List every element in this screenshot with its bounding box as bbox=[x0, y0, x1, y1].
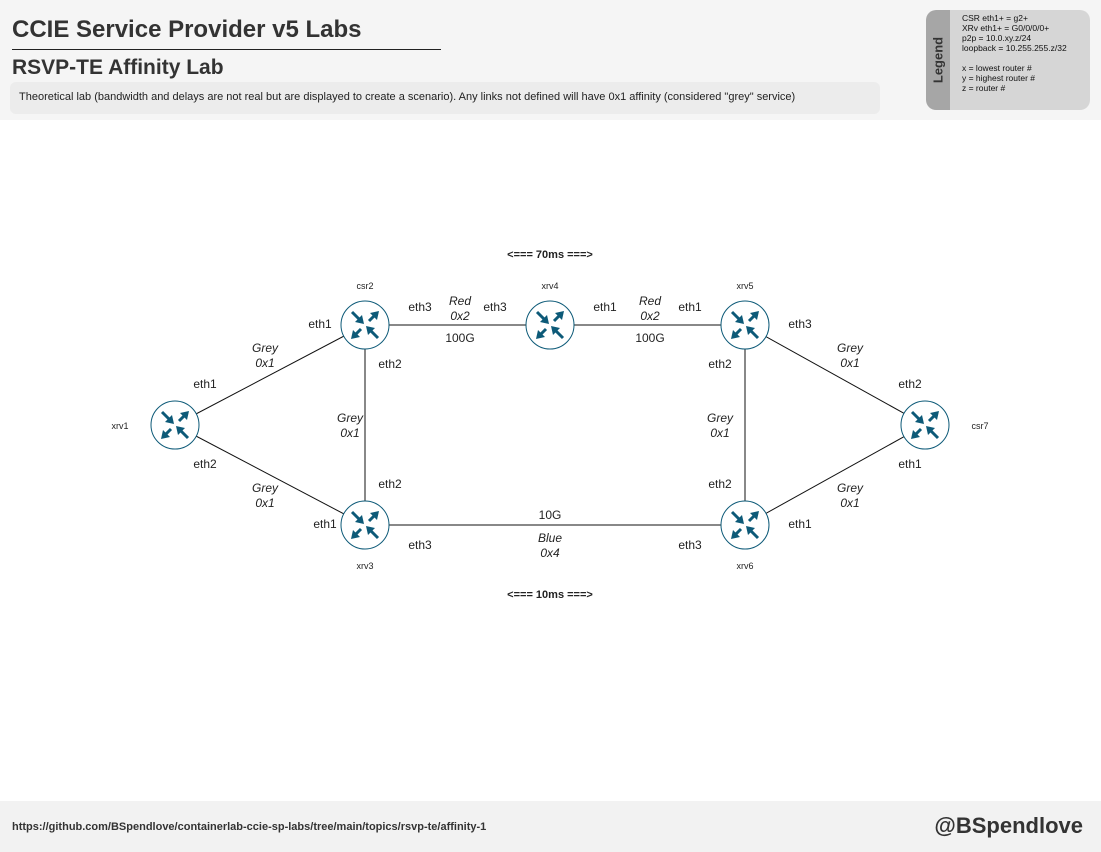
interface-label: eth1 bbox=[313, 517, 337, 531]
page-title: CCIE Service Provider v5 Labs bbox=[12, 16, 362, 43]
interface-label: eth3 bbox=[408, 538, 432, 552]
link-color-label: Grey bbox=[707, 411, 734, 425]
legend-line: loopback = 10.255.255.z/32 bbox=[962, 43, 1067, 53]
interface-label: eth2 bbox=[708, 357, 732, 371]
interface-label: eth1 bbox=[788, 517, 812, 531]
interface-label: eth2 bbox=[898, 377, 922, 391]
legend-line: p2p = 10.0.xy.z/24 bbox=[962, 33, 1032, 43]
interface-label: eth2 bbox=[378, 477, 402, 491]
router-icon bbox=[720, 500, 770, 550]
link-color-label: Grey bbox=[252, 481, 279, 495]
legend-box: Legend CSR eth1+ = g2+ XRv eth1+ = G0/0/… bbox=[926, 10, 1090, 110]
author-handle: @BSpendlove bbox=[934, 813, 1083, 838]
link-color-label: Grey bbox=[837, 481, 864, 495]
interface-label: eth3 bbox=[408, 300, 432, 314]
interface-label: eth1 bbox=[193, 377, 217, 391]
interface-label: eth2 bbox=[378, 357, 402, 371]
link-bandwidth-label: 100G bbox=[445, 331, 474, 345]
interface-label: eth1 bbox=[308, 317, 332, 331]
lab-description: Theoretical lab (bandwidth and delays ar… bbox=[10, 82, 880, 114]
router-icon bbox=[340, 500, 390, 550]
router-name-label: xrv6 bbox=[736, 561, 753, 571]
link-affinity-label: 0x4 bbox=[540, 546, 560, 560]
interface-label: eth3 bbox=[678, 538, 702, 552]
link-affinity-label: 0x1 bbox=[255, 356, 274, 370]
router-name-label: csr7 bbox=[971, 421, 988, 431]
router-name-label: xrv4 bbox=[541, 281, 558, 291]
link-affinity-label: 0x2 bbox=[640, 309, 660, 323]
router-icon bbox=[900, 400, 950, 450]
link-affinity-label: 0x1 bbox=[840, 356, 859, 370]
link-color-label: Grey bbox=[337, 411, 364, 425]
interface-label: eth1 bbox=[593, 300, 617, 314]
link-line bbox=[744, 424, 926, 526]
header: CCIE Service Provider v5 Labs RSVP-TE Af… bbox=[0, 0, 1101, 120]
router-icon bbox=[720, 300, 770, 350]
link-affinity-label: 0x2 bbox=[450, 309, 470, 323]
link-line bbox=[174, 324, 366, 426]
router-icon bbox=[150, 400, 200, 450]
legend-line: z = router # bbox=[962, 83, 1006, 93]
link-color-label: Red bbox=[639, 294, 661, 308]
footer: https://github.com/BSpendlove/containerl… bbox=[0, 801, 1101, 852]
legend-line: XRv eth1+ = G0/0/0/0+ bbox=[962, 23, 1050, 33]
delay-top-label: <=== 70ms ===> bbox=[507, 249, 593, 261]
link-color-label: Blue bbox=[538, 531, 562, 545]
router-name-label: xrv5 bbox=[736, 281, 753, 291]
legend-line: x = lowest router # bbox=[962, 63, 1032, 73]
link-color-label: Grey bbox=[252, 341, 279, 355]
interface-label: eth2 bbox=[193, 457, 217, 471]
link-affinity-label: 0x1 bbox=[710, 426, 729, 440]
delay-bottom-label: <=== 10ms ===> bbox=[507, 589, 593, 601]
router-name-label: xrv3 bbox=[356, 561, 373, 571]
interface-label: eth3 bbox=[788, 317, 812, 331]
interface-label: eth1 bbox=[678, 300, 702, 314]
router-icon bbox=[340, 300, 390, 350]
title-divider bbox=[12, 49, 441, 50]
link-color-label: Red bbox=[449, 294, 471, 308]
legend-tab: Legend bbox=[926, 10, 950, 110]
legend-lines: CSR eth1+ = g2+ XRv eth1+ = G0/0/0/0+ p2… bbox=[962, 13, 1067, 93]
link-line bbox=[174, 424, 366, 526]
page-subtitle: RSVP-TE Affinity Lab bbox=[12, 56, 224, 79]
router-name-label: xrv1 bbox=[111, 421, 128, 431]
legend-line: CSR eth1+ = g2+ bbox=[962, 13, 1028, 23]
link-bandwidth-label: 100G bbox=[635, 331, 664, 345]
link-line bbox=[744, 324, 926, 426]
link-affinity-label: 0x1 bbox=[340, 426, 359, 440]
legend-line: y = highest router # bbox=[962, 73, 1036, 83]
link-bandwidth-label: 10G bbox=[539, 508, 562, 522]
router-icon bbox=[525, 300, 575, 350]
link-color-label: Grey bbox=[837, 341, 864, 355]
interface-label: eth2 bbox=[708, 477, 732, 491]
link-affinity-label: 0x1 bbox=[255, 496, 274, 510]
link-affinity-label: 0x1 bbox=[840, 496, 859, 510]
repo-link[interactable]: https://github.com/BSpendlove/containerl… bbox=[12, 821, 487, 833]
interface-label: eth1 bbox=[898, 457, 922, 471]
router-name-label: csr2 bbox=[356, 281, 373, 291]
interface-label: eth3 bbox=[483, 300, 507, 314]
